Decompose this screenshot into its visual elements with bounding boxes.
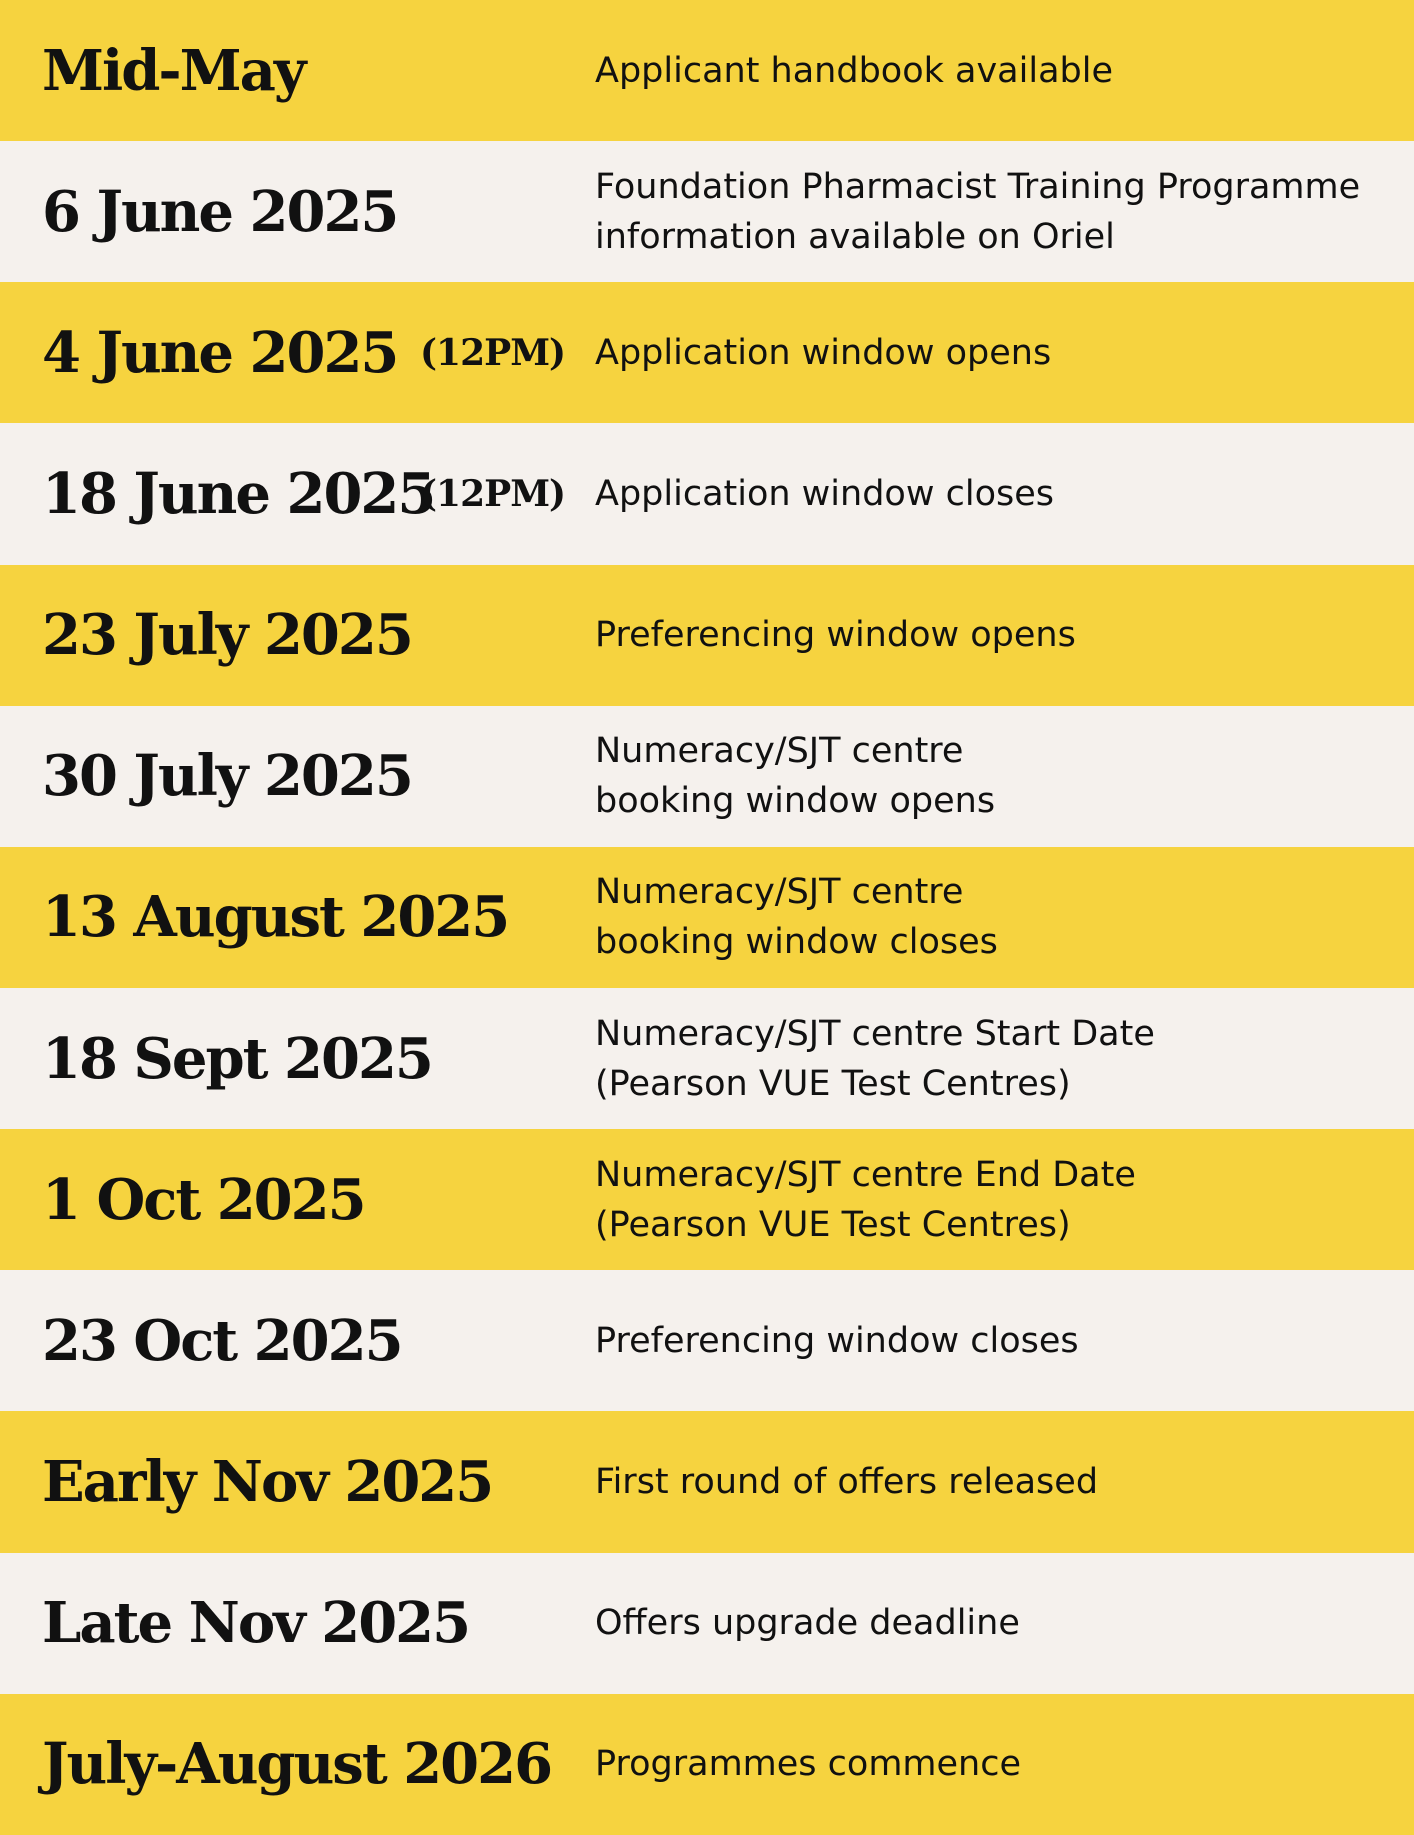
row-description: Numeracy/SJT centre booking window opens xyxy=(595,726,1394,826)
description-line: Applicant handbook available xyxy=(595,50,1113,91)
row-description: Numeracy/SJT centre Start Date (Pearson V… xyxy=(595,1009,1394,1109)
timeline-row: Mid-May Applicant handbook available xyxy=(0,0,1414,142)
row-time: (12PM) xyxy=(420,331,566,374)
timeline-row: Late Nov 2025 Offers upgrade deadline xyxy=(0,1552,1414,1694)
row-date: Early Nov 2025 xyxy=(42,1448,494,1515)
row-description: Numeracy/SJT centre End Date (Pearson VUE… xyxy=(595,1150,1394,1250)
description-line: Application window opens xyxy=(595,332,1052,373)
timeline-row: 18 June 2025 (12PM) Application window clo… xyxy=(0,423,1414,565)
description-line: Preferencing window opens xyxy=(595,615,1076,656)
description-line: Programmes commence xyxy=(595,1744,1021,1785)
timeline-row: 13 August 2025 Numeracy/SJT centre booking… xyxy=(0,846,1414,988)
row-description: First round of offers released xyxy=(595,1457,1394,1507)
description-line: Numeracy/SJT centre xyxy=(595,731,964,772)
row-description: Applicant handbook available xyxy=(595,46,1394,96)
row-date: 30 July 2025 xyxy=(42,743,414,810)
timeline-row: 6 June 2025 Foundation Pharmacist Trainin… xyxy=(0,141,1414,283)
row-date: 13 August 2025 xyxy=(42,884,510,951)
description-line: booking window closes xyxy=(595,922,998,963)
row-description: Preferencing window closes xyxy=(595,1316,1394,1366)
row-time: (12PM) xyxy=(420,472,566,515)
row-date: 1 Oct 2025 xyxy=(42,1166,367,1233)
description-line: booking window opens xyxy=(595,781,996,822)
description-line: Numeracy/SJT centre End Date xyxy=(595,1154,1136,1195)
row-description: Numeracy/SJT centre booking window closes xyxy=(595,867,1394,967)
description-line: Application window closes xyxy=(595,473,1054,514)
row-date: 4 June 2025 xyxy=(42,319,399,386)
description-line: Numeracy/SJT centre xyxy=(595,872,964,913)
description-line: Foundation Pharmacist Training Programme xyxy=(595,166,1361,207)
description-line: information available on Oriel xyxy=(595,216,1115,257)
description-line: (Pearson VUE Test Centres) xyxy=(595,1063,1071,1104)
row-date: 18 Sept 2025 xyxy=(42,1025,434,1092)
timeline-row: July-August 2026 Programmes commence xyxy=(0,1693,1414,1835)
row-date: 23 July 2025 xyxy=(42,602,414,669)
description-line: (Pearson VUE Test Centres) xyxy=(595,1204,1071,1245)
row-description: Application window opens xyxy=(595,328,1394,378)
timeline-row: Early Nov 2025 First round of offers rele… xyxy=(0,1411,1414,1553)
timeline-row: 30 July 2025 Numeracy/SJT centre booking w… xyxy=(0,705,1414,847)
row-date: 6 June 2025 xyxy=(42,178,399,245)
row-description: Preferencing window opens xyxy=(595,610,1394,660)
row-date: Late Nov 2025 xyxy=(42,1590,471,1657)
timeline-row: 4 June 2025 (12PM) Application window open… xyxy=(0,282,1414,424)
row-description: Foundation Pharmacist Training Programme… xyxy=(595,162,1394,262)
row-description: Programmes commence xyxy=(595,1739,1394,1789)
description-line: Offers upgrade deadline xyxy=(595,1603,1020,1644)
row-description: Application window closes xyxy=(595,469,1394,519)
timeline-row: 1 Oct 2025 Numeracy/SJT centre End Date (P… xyxy=(0,1129,1414,1271)
description-line: Preferencing window closes xyxy=(595,1320,1079,1361)
row-date: 18 June 2025 xyxy=(42,460,436,527)
description-line: First round of offers released xyxy=(595,1461,1099,1502)
description-line: Numeracy/SJT centre Start Date xyxy=(595,1013,1155,1054)
timeline-row: 23 Oct 2025 Preferencing window closes xyxy=(0,1270,1414,1412)
timeline-row: 23 July 2025 Preferencing window opens xyxy=(0,564,1414,706)
row-date: 23 Oct 2025 xyxy=(42,1307,404,1374)
row-description: Offers upgrade deadline xyxy=(595,1598,1394,1648)
timeline-row: 18 Sept 2025 Numeracy/SJT centre Start Da… xyxy=(0,987,1414,1130)
row-date: Mid-May xyxy=(42,37,306,104)
row-date: July-August 2026 xyxy=(42,1731,553,1798)
